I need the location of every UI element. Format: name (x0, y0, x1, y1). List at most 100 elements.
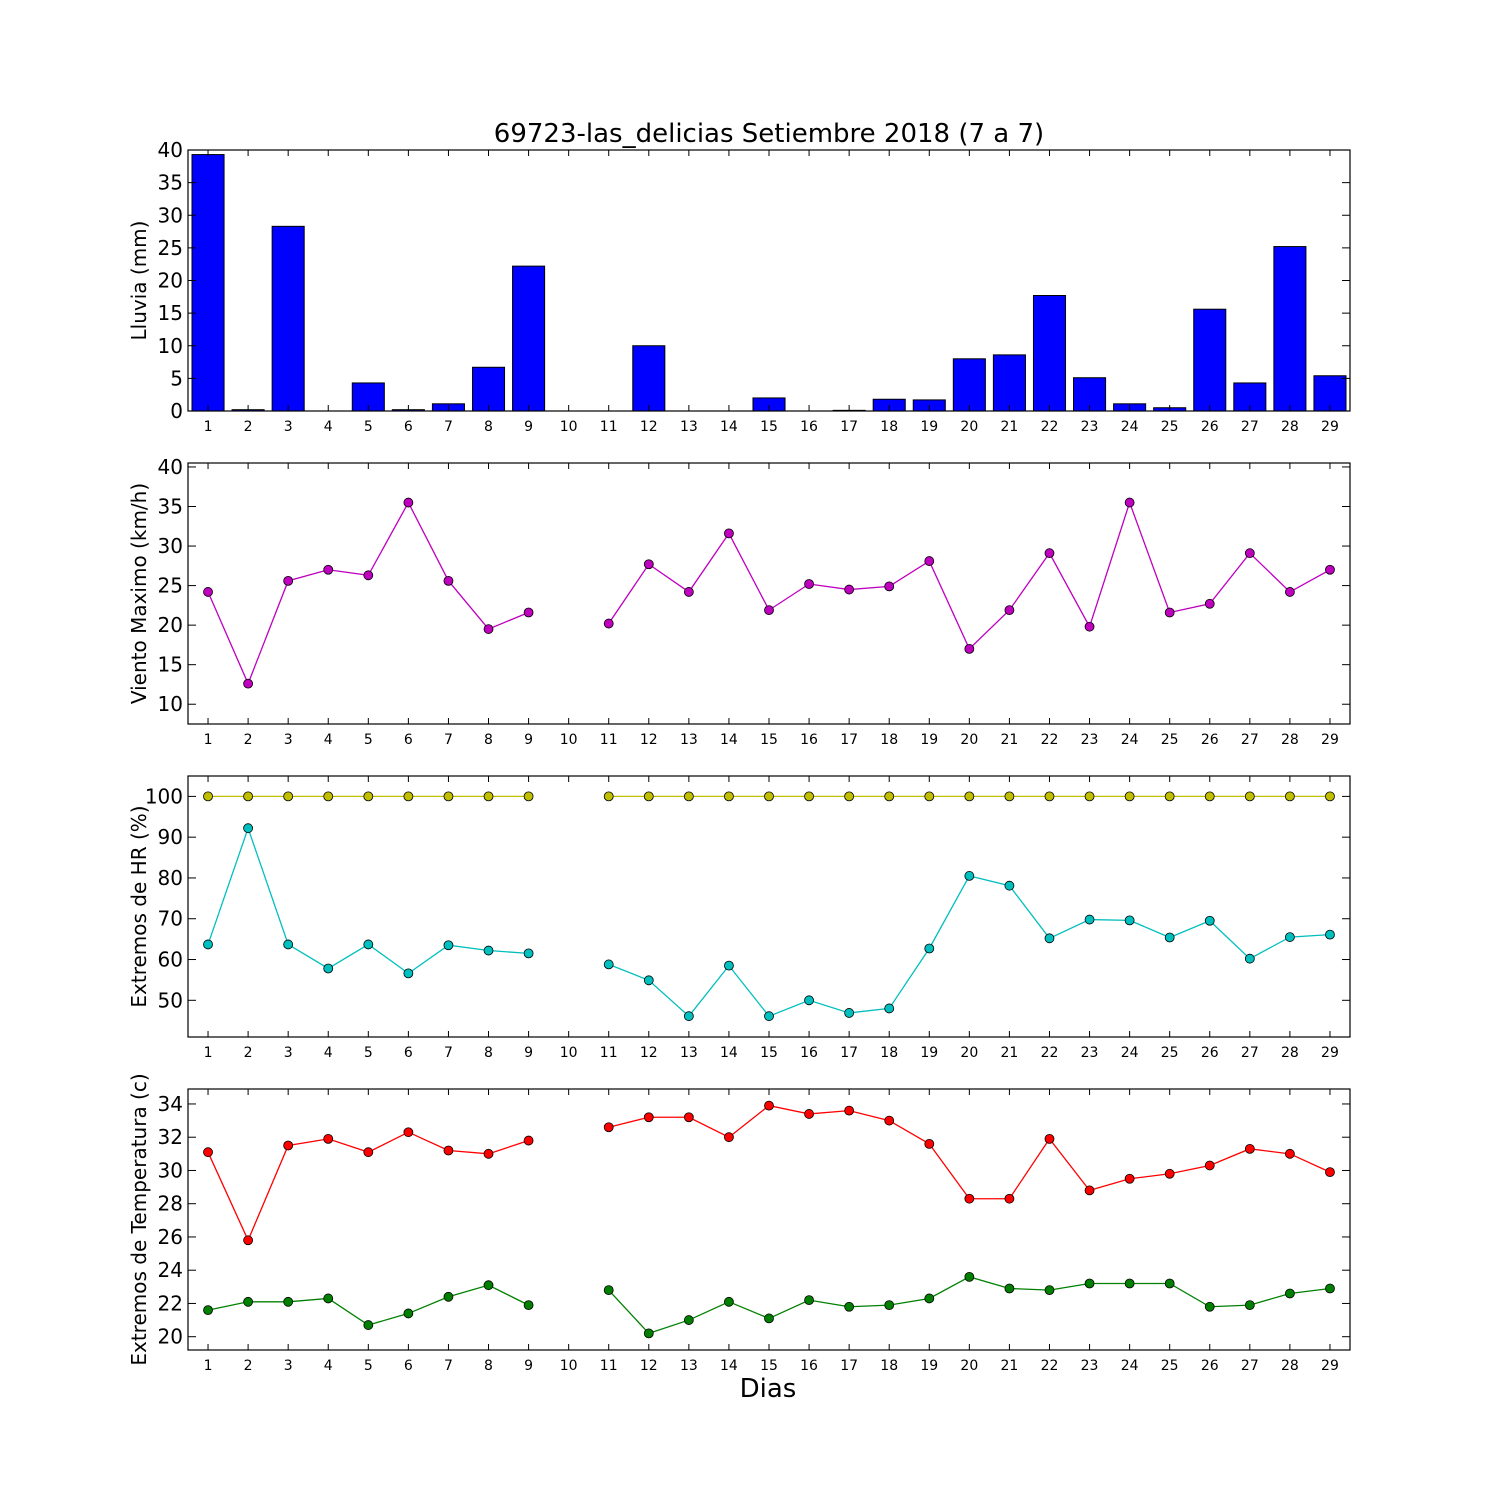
y-tick-label: 35 (158, 495, 183, 519)
series-1-point-day-20 (964, 1193, 975, 1204)
series-2-point-day-3 (283, 1296, 294, 1307)
y-tick-label: 25 (158, 236, 183, 260)
series-2-point-day-9 (523, 948, 534, 959)
series-2-point-day-6 (403, 968, 414, 979)
series-2-point-day-22 (1044, 1285, 1055, 1296)
x-tick-label: 29 (1321, 1045, 1339, 1061)
series-2-point-day-20 (964, 871, 975, 881)
panel-2: 1 2 3 4 5 6 7 8 9 10 11 12 13 14 15 16 17 18 19 20 21 22 23 24 2… (127, 455, 1351, 748)
series-1-point-day-4 (323, 791, 334, 802)
series-2-point-day-1 (203, 939, 213, 950)
series-2-point-day-25 (1164, 932, 1175, 943)
series-1-point-day-8 (483, 1148, 494, 1159)
x-tick-label: 25 (1161, 732, 1179, 748)
series-1-point-day-14 (724, 528, 734, 539)
panels: 1 2 3 4 5 6 7 8 9 10 11 12 13 14 15 16 17 18 19 20 21 22 23 24 2… (127, 138, 1351, 1374)
x-tick-label: 1 (204, 1045, 213, 1061)
bar-day-12 (632, 345, 666, 412)
x-tick-label: 23 (1081, 1358, 1099, 1374)
x-tick-label: 17 (840, 1045, 858, 1061)
series-1-point-day-24 (1124, 497, 1135, 508)
bar-day-3 (271, 225, 305, 412)
x-tick-label: 13 (680, 1045, 698, 1061)
y-tick-label: 26 (158, 1225, 183, 1249)
x-tick-label: 21 (1000, 1045, 1018, 1061)
series-2-point-day-29 (1325, 1283, 1335, 1294)
series-1-point-day-18 (884, 581, 895, 592)
x-tick-label: 19 (920, 1045, 938, 1061)
x-tick-label: 20 (960, 732, 978, 748)
x-tick-label: 10 (560, 1045, 578, 1061)
series-1-point-day-27 (1244, 1143, 1255, 1154)
y-tick-label: 70 (158, 907, 183, 931)
series-1-point-day-23 (1084, 791, 1095, 802)
series-1-point-day-5 (363, 570, 374, 581)
series-2-point-day-21 (1004, 880, 1015, 891)
x-tick-label: 26 (1201, 1045, 1219, 1061)
x-tick-label: 8 (484, 1358, 493, 1374)
x-tick-label: 29 (1321, 1358, 1339, 1374)
x-tick-label: 11 (600, 419, 618, 435)
series-2-line-segment-1 (207, 826, 529, 975)
y-tick-label: 30 (158, 203, 183, 227)
series-1-point-day-24 (1124, 1173, 1135, 1184)
series-2-point-day-14 (724, 960, 734, 971)
x-tick-label: 17 (840, 1358, 858, 1374)
x-tick-label: 28 (1281, 419, 1299, 435)
bar-day-22 (1032, 295, 1067, 412)
series-2-point-day-17 (844, 1008, 855, 1018)
series-2-point-day-7 (443, 940, 454, 951)
series-1-point-day-19 (924, 791, 935, 802)
series-1-point-day-5 (363, 791, 374, 802)
x-tick-label: 16 (800, 1045, 818, 1061)
series-1-point-day-21 (1004, 1193, 1015, 1204)
series-1-point-day-7 (443, 1145, 454, 1156)
y-tick-label: 10 (158, 692, 183, 716)
plot-frame (187, 149, 1351, 412)
x-tick-label: 12 (640, 732, 658, 748)
series-2-point-day-12 (643, 1328, 654, 1339)
series-1-point-day-21 (1004, 791, 1015, 802)
series-1-point-day-9 (523, 791, 534, 802)
series-2-point-day-11 (603, 1285, 614, 1296)
series-2-point-day-23 (1084, 914, 1095, 925)
x-tick-label: 2 (244, 732, 253, 748)
x-tick-label: 27 (1241, 1045, 1259, 1061)
series-2-point-day-11 (603, 959, 614, 970)
series-2-point-day-16 (804, 1295, 814, 1306)
x-tick-label: 24 (1121, 419, 1139, 435)
series-1-point-day-15 (764, 791, 774, 802)
series-1-point-day-3 (283, 791, 294, 802)
series-2-point-day-12 (643, 975, 654, 986)
series-1-point-day-24 (1124, 791, 1135, 802)
x-tick-label: 25 (1161, 1045, 1179, 1061)
y-tick-label: 60 (158, 948, 183, 972)
series-2-point-day-1 (203, 1305, 213, 1315)
series-1-point-day-22 (1044, 1133, 1055, 1144)
bar-day-21 (992, 354, 1026, 412)
series-2-point-day-23 (1084, 1278, 1095, 1289)
x-tick-label: 18 (880, 1045, 898, 1061)
series-1-point-day-20 (964, 643, 975, 654)
x-tick-label: 14 (720, 1045, 738, 1061)
series-1-point-day-25 (1164, 791, 1175, 802)
series-2-point-day-27 (1244, 953, 1255, 964)
series-1-point-day-13 (683, 587, 694, 597)
x-tick-label: 8 (484, 419, 493, 435)
x-tick-label: 18 (880, 1358, 898, 1374)
series-1-point-day-5 (363, 1147, 374, 1158)
bar-day-26 (1193, 308, 1227, 412)
x-tick-label: 27 (1241, 419, 1259, 435)
x-tick-label: 12 (640, 1358, 658, 1374)
x-tick-label: 15 (760, 1045, 778, 1061)
panel-1: 1 2 3 4 5 6 7 8 9 10 11 12 13 14 15 16 17 18 19 20 21 22 23 24 2… (127, 138, 1351, 435)
y-axis-label: Extremos de Temperatura (c) (127, 1073, 151, 1365)
bar-day-8 (471, 366, 506, 412)
series-2-point-day-21 (1004, 1283, 1015, 1294)
y-tick-label: 15 (158, 301, 183, 325)
series-2-point-day-6 (403, 1308, 414, 1319)
series-1-point-day-23 (1084, 621, 1095, 632)
series-1-point-day-29 (1325, 791, 1335, 802)
y-tick-label: 34 (158, 1092, 183, 1116)
series-1-point-day-14 (724, 791, 734, 802)
